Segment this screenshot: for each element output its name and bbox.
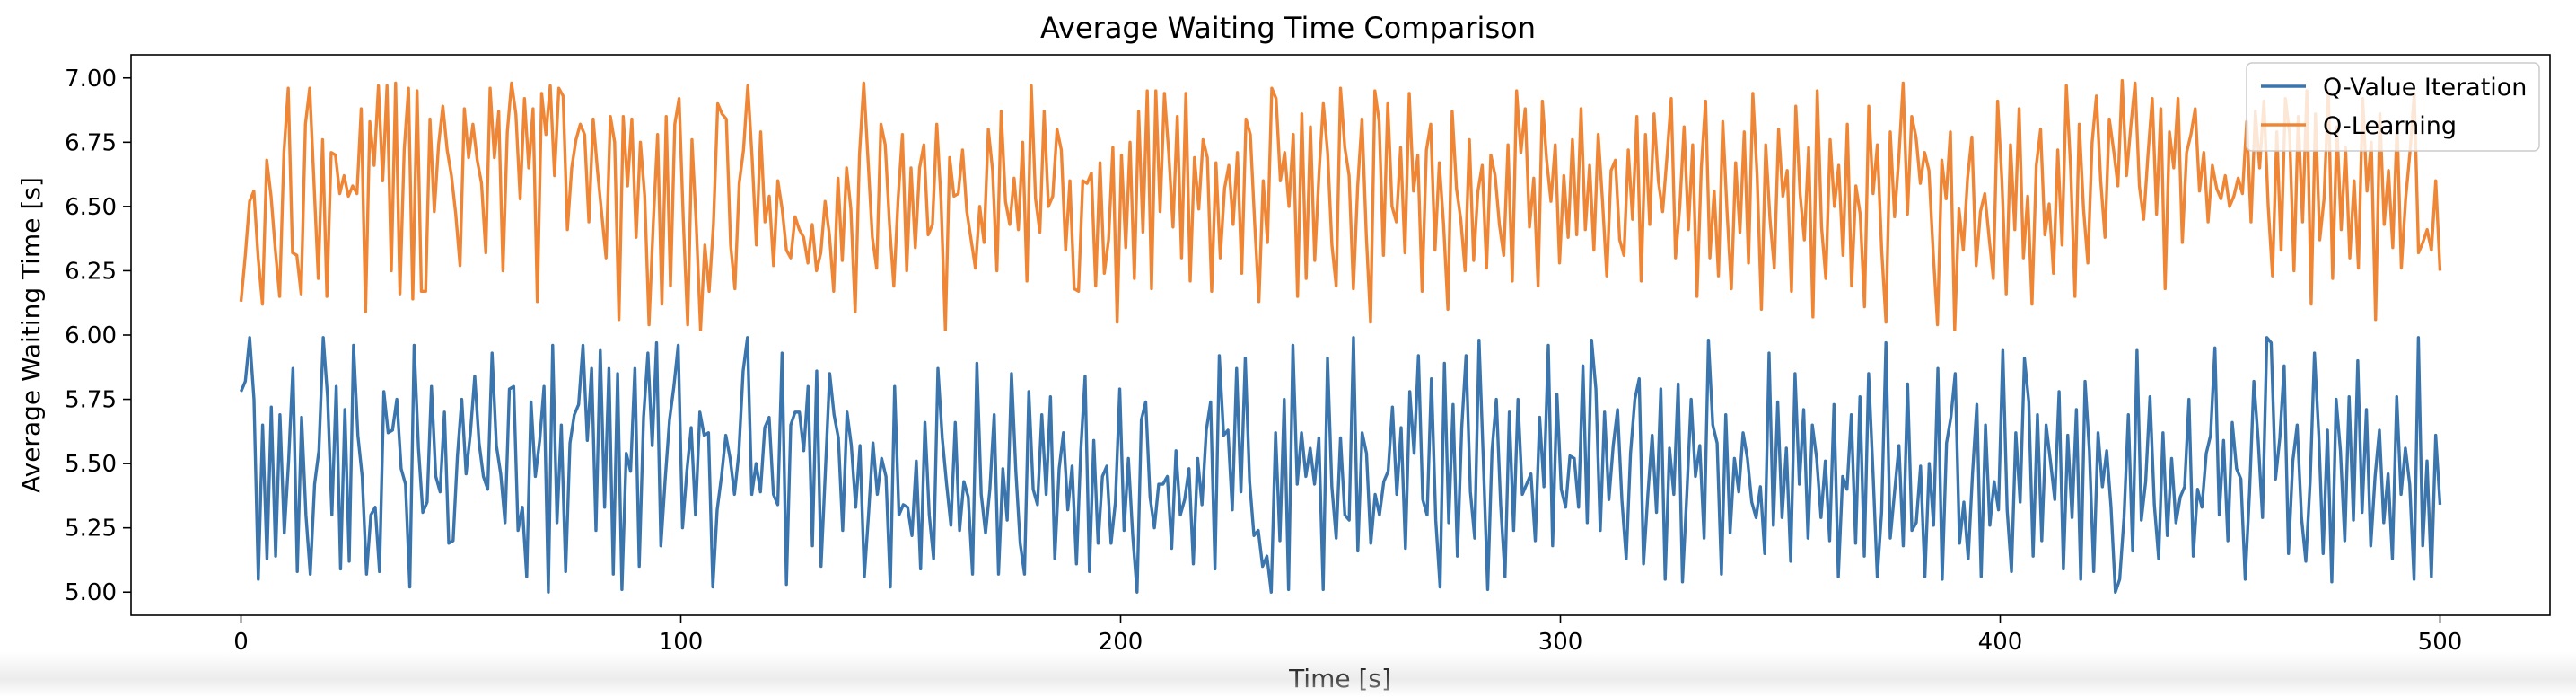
plot-area: 0 100 200 300 400 500 5.00 5.25 5.50 5.75 6.00 6.2… — [65, 54, 2551, 656]
y-tick-label: 7.00 — [65, 66, 117, 93]
series-line-q-learning — [239, 78, 2442, 331]
legend-label-q-learning: Q-Learning — [2323, 112, 2457, 140]
y-tick-label: 6.00 — [65, 322, 117, 349]
x-tick-label: 100 — [659, 629, 704, 656]
legend-box — [2246, 62, 2540, 152]
legend-label-q-value-iteration: Q-Value Iteration — [2323, 74, 2527, 101]
y-tick-label: 5.00 — [65, 579, 117, 606]
x-tick-label: 300 — [1538, 629, 1583, 656]
x-tick-label: 500 — [2418, 629, 2463, 656]
y-tick-label: 6.25 — [65, 258, 117, 285]
x-tick-label: 0 — [233, 629, 249, 656]
legend: Q-Value Iteration Q-Learning — [2246, 62, 2540, 152]
series-line-q-value-iteration — [239, 336, 2442, 594]
x-axis-label: Time [s] — [1288, 664, 1391, 693]
x-axis-ticks: 0 100 200 300 400 500 — [233, 615, 2462, 656]
x-tick-label: 200 — [1099, 629, 1143, 656]
y-tick-label: 6.75 — [65, 129, 117, 156]
chart-title: Average Waiting Time Comparison — [1040, 11, 1536, 45]
y-tick-label: 6.50 — [65, 194, 117, 221]
y-tick-label: 5.50 — [65, 451, 117, 478]
y-axis-label: Average Waiting Time [s] — [16, 177, 46, 493]
series-layer — [239, 78, 2442, 594]
x-tick-label: 400 — [1978, 629, 2023, 656]
y-axis-ticks: 5.00 5.25 5.50 5.75 6.00 6.25 6.50 6.75 7.00 — [65, 66, 131, 606]
y-tick-label: 5.25 — [65, 516, 117, 543]
y-tick-label: 5.75 — [65, 387, 117, 414]
